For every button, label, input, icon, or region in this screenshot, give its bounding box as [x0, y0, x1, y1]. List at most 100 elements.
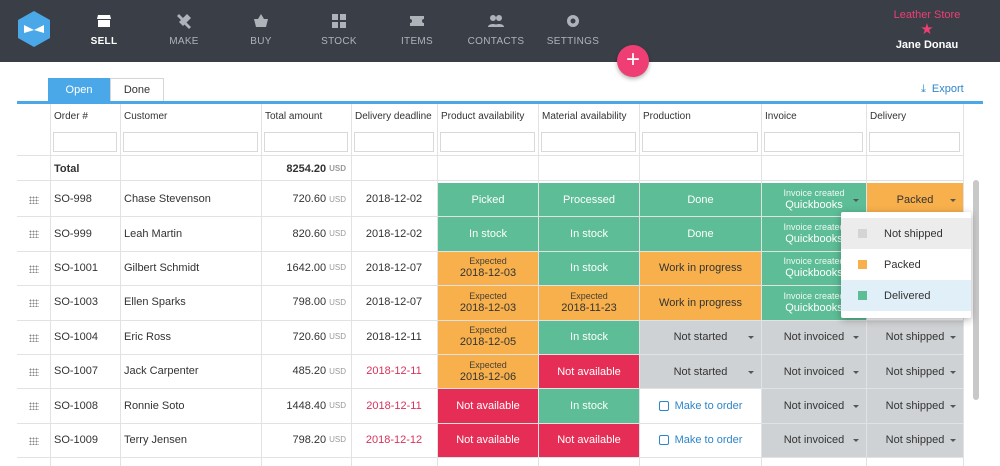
material-status[interactable]: Expected 2018-11-23 — [539, 286, 639, 320]
drag-handle-icon[interactable] — [29, 299, 39, 308]
app-logo-icon[interactable] — [15, 10, 53, 48]
status-label: In stock — [570, 262, 608, 275]
column-header[interactable]: Production — [643, 111, 691, 122]
basket-icon — [254, 14, 268, 27]
delivery-status[interactable]: Not shipped — [867, 389, 963, 423]
invoice-status[interactable]: Invoice created Quickbooks — [762, 183, 866, 217]
add-button[interactable]: + — [617, 45, 649, 77]
column-filter-input[interactable] — [541, 132, 636, 152]
column-header[interactable]: Delivery — [870, 111, 907, 122]
dropdown-option-packed[interactable]: Packed — [841, 249, 971, 280]
vertical-scrollbar[interactable] — [973, 180, 979, 400]
material-status[interactable]: In stock — [539, 217, 639, 251]
delivery-status[interactable]: Not shipped — [867, 423, 963, 458]
drag-handle-icon[interactable] — [29, 436, 39, 445]
order-number[interactable]: SO-1003 — [54, 296, 99, 309]
column-header[interactable]: Material availability — [542, 111, 627, 122]
total-amount-cell: 798.20 USD — [261, 423, 351, 457]
column-filter-input[interactable] — [642, 132, 758, 152]
material-status[interactable]: In stock — [539, 251, 639, 286]
nav-make[interactable]: MAKE — [144, 0, 224, 62]
invoice-status[interactable]: Not invoiced — [762, 355, 866, 389]
nav-stock[interactable]: STOCK — [299, 0, 379, 62]
product-status[interactable]: Picked — [438, 183, 538, 217]
column-filter-input[interactable] — [123, 132, 258, 152]
column-header[interactable]: Customer — [124, 111, 168, 122]
material-status[interactable]: In stock — [539, 389, 639, 423]
order-number[interactable]: SO-998 — [54, 193, 92, 206]
export-button[interactable]: ⤓ Export — [921, 83, 964, 96]
material-status[interactable]: Processed — [539, 183, 639, 217]
column-filter-input[interactable] — [354, 132, 434, 152]
drag-handle-icon[interactable] — [29, 402, 39, 411]
column-header[interactable]: Order # — [54, 111, 88, 122]
column-filter-input[interactable] — [440, 132, 535, 152]
production-status[interactable]: Work in progress — [640, 286, 761, 320]
amount-value: 720.60 — [292, 193, 327, 206]
tab-open[interactable]: Open — [48, 78, 110, 101]
product-status[interactable]: In stock — [438, 217, 538, 251]
option-label: Not shipped — [884, 227, 943, 240]
row-divider — [17, 422, 963, 424]
order-number[interactable]: SO-1008 — [54, 399, 99, 412]
order-number[interactable]: SO-1007 — [54, 365, 99, 378]
tab-done[interactable]: Done — [110, 78, 164, 101]
order-number[interactable]: SO-1009 — [54, 433, 99, 446]
column-header[interactable]: Total amount — [265, 111, 323, 122]
nav-settings[interactable]: SETTINGS — [533, 0, 613, 62]
material-status[interactable]: Not available — [539, 423, 639, 458]
product-status[interactable]: Not available — [438, 423, 538, 458]
nav-contacts[interactable]: CONTACTS — [456, 0, 536, 62]
column-filter-input[interactable] — [264, 132, 348, 152]
production-status[interactable]: Make to order — [640, 389, 761, 423]
invoice-status[interactable]: Not invoiced — [762, 423, 866, 458]
invoice-status[interactable]: Not invoiced — [762, 320, 866, 354]
column-filter-input[interactable] — [764, 132, 863, 152]
nav-items[interactable]: ITEMS — [377, 0, 457, 62]
material-status[interactable]: In stock — [539, 320, 639, 354]
total-amount-cell: 720.60 USD — [261, 320, 351, 354]
status-caption: Expected — [469, 359, 507, 370]
production-status[interactable]: Done — [640, 217, 761, 251]
nav-sell[interactable]: SELL — [64, 0, 144, 62]
order-number[interactable]: SO-1001 — [54, 261, 99, 274]
product-status[interactable]: Expected 2018-12-03 — [438, 251, 538, 286]
status-label: Not shipped — [885, 434, 945, 447]
status-caption: Invoice created — [783, 187, 845, 198]
dropdown-option-delivered[interactable]: Delivered — [841, 280, 971, 311]
column-filter-input[interactable] — [869, 132, 960, 152]
production-status[interactable]: Done — [640, 183, 761, 217]
total-amount-cell: 820.60 USD — [261, 216, 351, 250]
column-header[interactable]: Delivery deadline — [355, 111, 432, 122]
status-label: 2018-12-03 — [459, 301, 517, 314]
nav-label: SELL — [90, 36, 118, 47]
dropdown-option-not-shipped[interactable]: Not shipped — [841, 218, 971, 249]
drag-handle-icon[interactable] — [29, 230, 39, 239]
delivery-status[interactable]: Not shipped — [867, 320, 963, 354]
store-info[interactable]: Leather Store ★ Jane Donau — [882, 9, 972, 51]
drag-handle-icon[interactable] — [29, 264, 39, 273]
production-status[interactable]: Work in progress — [640, 251, 761, 286]
store-name: Leather Store — [893, 9, 961, 21]
product-status[interactable]: Expected 2018-12-06 — [438, 355, 538, 389]
product-status[interactable]: Expected 2018-12-05 — [438, 320, 538, 354]
delivery-status[interactable]: Packed — [867, 183, 963, 217]
delivery-status[interactable]: Not shipped — [867, 355, 963, 389]
material-status[interactable]: Not available — [539, 355, 639, 389]
product-status[interactable]: Expected 2018-12-03 — [438, 286, 538, 320]
production-status[interactable]: Not started — [640, 355, 761, 389]
nav-buy[interactable]: BUY — [221, 0, 301, 62]
column-filter-input[interactable] — [53, 132, 117, 152]
production-status[interactable]: Make to order — [640, 423, 761, 458]
order-number[interactable]: SO-999 — [54, 227, 92, 240]
drag-handle-icon[interactable] — [29, 368, 39, 376]
order-number[interactable]: SO-1004 — [54, 330, 99, 343]
column-header[interactable]: Invoice — [765, 111, 797, 122]
production-status[interactable]: Not started — [640, 320, 761, 354]
export-label: Export — [931, 83, 964, 95]
drag-handle-icon[interactable] — [29, 333, 39, 342]
invoice-status[interactable]: Not invoiced — [762, 389, 866, 423]
product-status[interactable]: Not available — [438, 389, 538, 423]
column-header[interactable]: Product availability — [441, 111, 525, 122]
drag-handle-icon[interactable] — [29, 196, 39, 204]
